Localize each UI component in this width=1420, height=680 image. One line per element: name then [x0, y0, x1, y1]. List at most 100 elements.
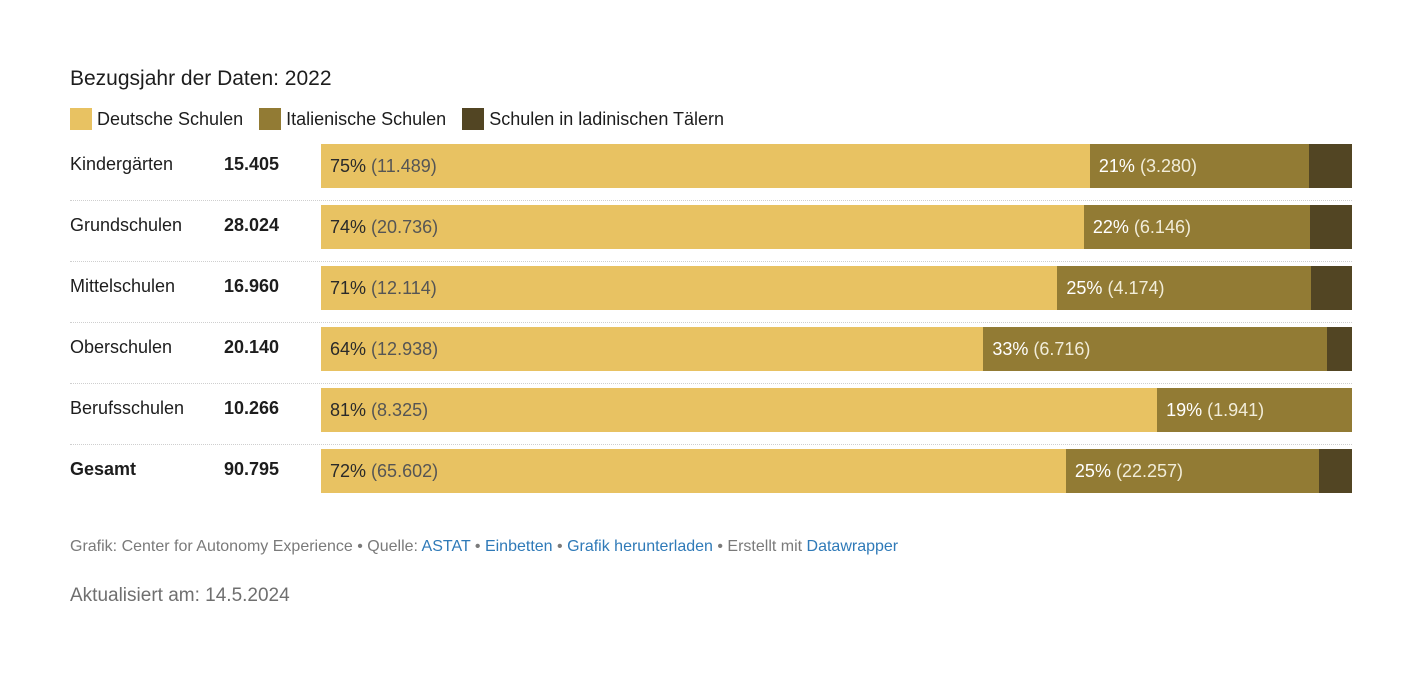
chart-row: Oberschulen 20.140 64% (12.938) 33% (6.716) — [70, 323, 1352, 384]
chart-subtitle: Bezugsjahr der Daten: 2022 — [70, 67, 332, 90]
category-label: Grundschulen — [70, 215, 183, 235]
row-separator — [70, 383, 1352, 384]
segment-percent: 72% — [330, 461, 367, 481]
segment-label: 22% (6.146) — [1093, 205, 1191, 249]
bar-segment-ladinisch — [1309, 144, 1352, 188]
legend-item-italienisch: Italienische Schulen — [259, 108, 446, 130]
bar-segment-ladinisch — [1327, 327, 1352, 371]
category-label: Gesamt — [70, 459, 137, 479]
footer-sep: • — [552, 538, 568, 555]
chart-rows: Kindergärten 15.405 75% (11.489) 21% (3.280… — [70, 140, 1352, 506]
segment-absolute: (20.736) — [371, 217, 439, 237]
segment-label: 71% (12.114) — [330, 266, 437, 310]
category-label: Berufsschulen — [70, 398, 185, 418]
category-label: Kindergärten — [70, 154, 174, 174]
segment-percent: 64% — [330, 339, 367, 359]
segment-percent: 74% — [330, 217, 367, 237]
legend-swatch-italienisch — [259, 108, 282, 130]
bar-segment-deutsch: 81% (8.325) — [321, 388, 1158, 432]
segment-label: 64% (12.938) — [330, 327, 438, 371]
segment-absolute: (22.257) — [1115, 461, 1184, 481]
bar-segment-deutsch: 64% (12.938) — [321, 327, 984, 371]
segment-label: 74% (20.736) — [330, 205, 438, 249]
embed-link[interactable]: Einbetten — [484, 538, 553, 555]
bar-segment-deutsch: 74% (20.736) — [321, 205, 1084, 249]
segment-percent: 22% — [1092, 217, 1129, 237]
legend-label-italienisch: Italienische Schulen — [286, 108, 447, 129]
source-link[interactable]: ASTAT — [421, 538, 471, 555]
row-separator — [70, 200, 1352, 201]
row-total: 20.140 — [224, 337, 280, 357]
row-separator — [70, 444, 1352, 445]
row-total: 28.024 — [224, 215, 280, 235]
segment-absolute: (1.941) — [1207, 400, 1265, 420]
row-total: 16.960 — [224, 276, 280, 296]
stacked-bar: 74% (20.736) 22% (6.146) — [321, 205, 1352, 249]
segment-percent: 71% — [330, 278, 367, 298]
category-label: Mittelschulen — [70, 276, 176, 296]
download-link[interactable]: Grafik herunterladen — [567, 538, 713, 555]
segment-label: 25% (4.174) — [1066, 266, 1164, 310]
chart-row: Berufsschulen 10.266 81% (8.325) 19% (1.941… — [70, 384, 1352, 445]
segment-label: 21% (3.280) — [1099, 144, 1197, 188]
segment-absolute: (6.146) — [1133, 217, 1191, 237]
stacked-bar: 75% (11.489) 21% (3.280) — [321, 144, 1352, 188]
bar-segment-ladinisch — [1318, 449, 1352, 493]
legend-swatch-ladinisch — [462, 108, 485, 130]
bar-segment-deutsch: 75% (11.489) — [321, 144, 1090, 188]
row-separator — [70, 322, 1352, 323]
segment-label: 75% (11.489) — [330, 144, 437, 188]
legend-item-deutsch: Deutsche Schulen — [70, 108, 243, 130]
segment-label: 72% (65.602) — [330, 449, 438, 493]
segment-absolute: (8.325) — [371, 400, 429, 420]
chart-footer: Grafik: Center for Autonomy Experience •… — [70, 536, 898, 558]
stacked-bar: 81% (8.325) 19% (1.941) — [321, 388, 1352, 432]
bar-segment-deutsch: 71% (12.114) — [321, 266, 1058, 310]
stacked-bar: 64% (12.938) 33% (6.716) — [321, 327, 1352, 371]
row-total: 10.266 — [224, 398, 280, 418]
segment-percent: 25% — [1066, 278, 1103, 298]
segment-label: 19% (1.941) — [1166, 388, 1264, 432]
row-separator — [70, 261, 1352, 262]
chart-row: Gesamt 90.795 72% (65.602) 25% (22.257) — [70, 445, 1352, 506]
segment-percent: 25% — [1074, 461, 1111, 481]
segment-percent: 19% — [1166, 400, 1203, 420]
bar-segment-italienisch: 25% (22.257) — [1065, 449, 1319, 493]
segment-absolute: (4.174) — [1107, 278, 1165, 298]
footer-sep: • — [470, 538, 485, 555]
segment-percent: 33% — [992, 339, 1029, 359]
legend: Deutsche Schulen Italienische Schulen Sc… — [70, 106, 1352, 132]
bar-segment-italienisch: 33% (6.716) — [983, 327, 1328, 371]
segment-absolute: (65.602) — [371, 461, 439, 481]
datawrapper-link[interactable]: Datawrapper — [806, 538, 899, 555]
chart-row: Kindergärten 15.405 75% (11.489) 21% (3.280… — [70, 140, 1352, 201]
chart-container: Bezugsjahr der Daten: 2022 Deutsche Schu… — [70, 62, 1352, 506]
segment-label: 33% (6.716) — [992, 327, 1090, 371]
chart-row: Mittelschulen 16.960 71% (12.114) 25% (4.17… — [70, 262, 1352, 323]
legend-label-deutsch: Deutsche Schulen — [97, 108, 244, 129]
chart-row: Grundschulen 28.024 74% (20.736) 22% (6.146… — [70, 201, 1352, 262]
stacked-bar: 72% (65.602) 25% (22.257) — [321, 449, 1352, 493]
bar-segment-italienisch: 19% (1.941) — [1157, 388, 1352, 432]
segment-absolute: (11.489) — [371, 156, 437, 176]
footer-sep: • Erstellt mit — [712, 538, 807, 555]
segment-absolute: (6.716) — [1033, 339, 1091, 359]
bar-segment-italienisch: 25% (4.174) — [1057, 266, 1312, 310]
footer-prefix: Grafik: Center for Autonomy Experience •… — [70, 538, 422, 555]
updated-date: Aktualisiert am: 14.5.2024 — [70, 585, 290, 606]
legend-swatch-deutsch — [70, 108, 92, 130]
segment-percent: 75% — [330, 156, 367, 176]
bar-segment-deutsch: 72% (65.602) — [321, 449, 1066, 493]
legend-label-ladinisch: Schulen in ladinischen Tälern — [489, 108, 725, 129]
stacked-bar: 71% (12.114) 25% (4.174) — [321, 266, 1352, 310]
segment-absolute: (3.280) — [1139, 156, 1197, 176]
segment-label: 81% (8.325) — [330, 388, 428, 432]
category-label: Oberschulen — [70, 337, 173, 357]
bar-segment-italienisch: 22% (6.146) — [1083, 205, 1310, 249]
segment-label: 25% (22.257) — [1075, 449, 1183, 493]
segment-percent: 81% — [330, 400, 367, 420]
bar-segment-ladinisch — [1311, 266, 1352, 310]
bar-segment-ladinisch — [1309, 205, 1352, 249]
legend-item-ladinisch: Schulen in ladinischen Tälern — [462, 108, 724, 130]
segment-absolute: (12.938) — [371, 339, 439, 359]
